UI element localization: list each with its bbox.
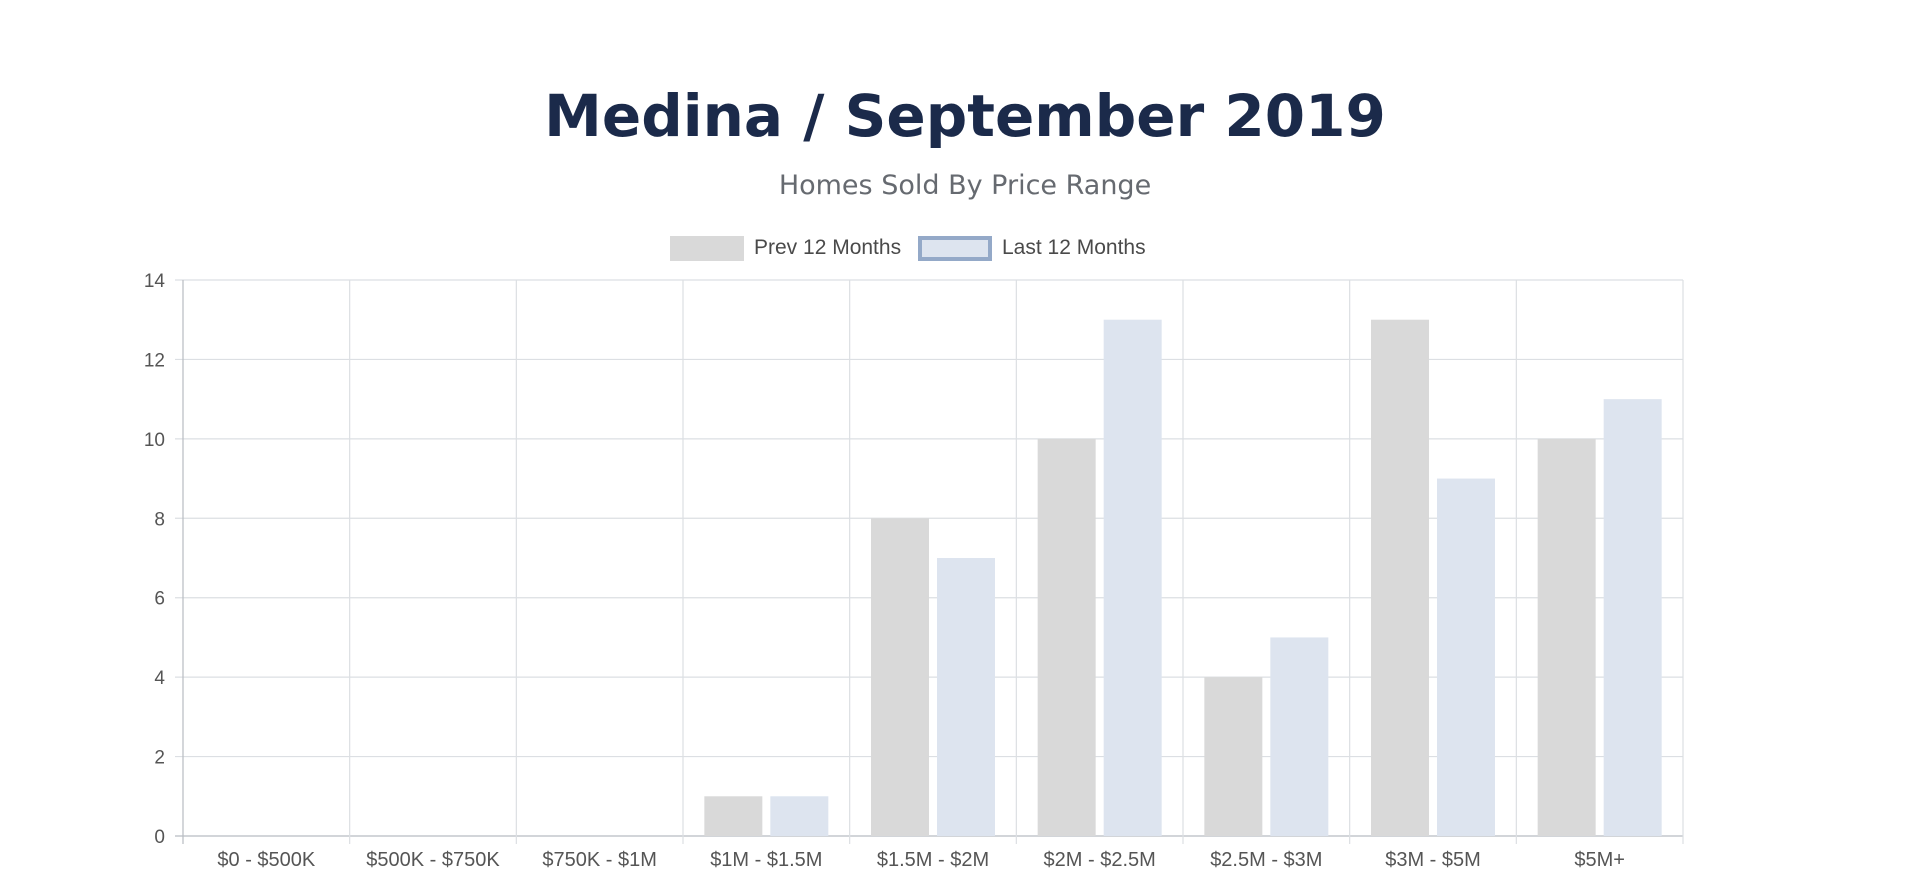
y-tick-label: 2 [154, 748, 165, 769]
y-tick-label: 8 [154, 509, 165, 530]
bar-prev-12-months [1371, 319, 1429, 836]
x-tick-label: $750K - $1M [542, 849, 657, 871]
legend-swatch-last [918, 236, 992, 261]
y-tick-label: 14 [144, 271, 166, 292]
x-tick-label: $3M - $5M [1385, 849, 1481, 871]
bar-prev-12-months [1204, 677, 1263, 836]
bar-prev-12-months [1537, 438, 1596, 836]
legend-label-prev: Prev 12 Months [754, 236, 902, 259]
y-tick-label: 0 [154, 827, 165, 848]
y-tick-label: 12 [144, 350, 165, 371]
bar-last-12-months [770, 796, 829, 836]
bar-last-12-months [1437, 478, 1495, 836]
x-tick-label: $0 - $500K [217, 849, 316, 871]
x-tick-label: $500K - $750K [366, 849, 500, 871]
bar-last-12-months [1270, 637, 1329, 836]
bar-prev-12-months [1037, 438, 1096, 836]
chart-title: Medina / September 2019 [544, 82, 1386, 150]
chart-subtitle: Homes Sold By Price Range [778, 170, 1152, 201]
bar-last-12-months [937, 558, 995, 836]
y-tick-label: 6 [154, 589, 165, 610]
x-tick-label: $1M - $1.5M [710, 849, 822, 871]
x-tick-label: $2.5M - $3M [1210, 849, 1322, 871]
x-tick-label: $2M - $2.5M [1044, 849, 1156, 871]
bar-prev-12-months [704, 796, 763, 836]
y-tick-label: 10 [144, 430, 165, 451]
legend-swatch-prev [670, 236, 744, 261]
legend-label-last: Last 12 Months [1002, 236, 1146, 259]
bar-last-12-months [1103, 319, 1162, 836]
bar-prev-12-months [871, 518, 929, 836]
bar-last-12-months [1603, 399, 1662, 836]
chart-legend: Prev 12 Months Last 12 Months [0, 232, 1920, 264]
x-tick-label: $5M+ [1574, 849, 1625, 871]
x-tick-label: $1.5M - $2M [877, 849, 989, 871]
y-tick-label: 4 [154, 668, 165, 689]
